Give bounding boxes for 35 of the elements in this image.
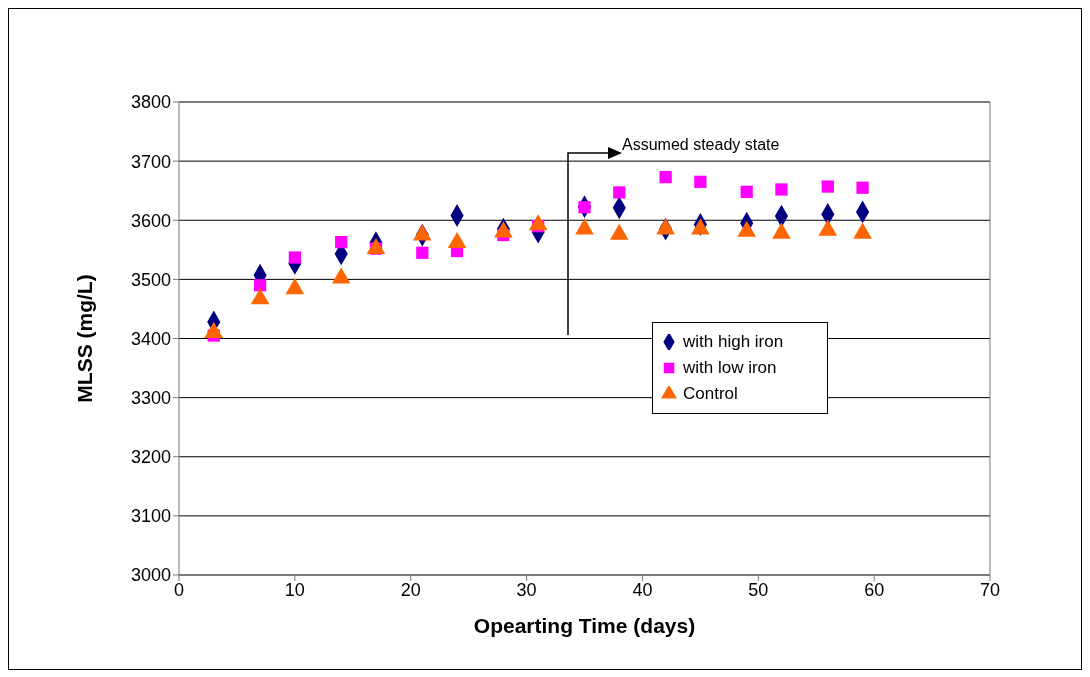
point bbox=[856, 181, 869, 194]
point bbox=[288, 251, 301, 264]
x-tick-label: 60 bbox=[864, 579, 885, 600]
point bbox=[253, 279, 267, 292]
legend-label: Control bbox=[683, 383, 738, 405]
x-tick-label: 40 bbox=[632, 579, 653, 600]
x-tick-label: 50 bbox=[748, 579, 769, 600]
y-axis-title: MLSS (mg/L) bbox=[73, 274, 97, 403]
legend-label: with high iron bbox=[683, 331, 784, 353]
y-tick-label: 3800 bbox=[130, 92, 171, 113]
point bbox=[659, 170, 672, 184]
x-tick-label: 20 bbox=[400, 579, 421, 600]
y-tick-label: 3400 bbox=[130, 328, 171, 349]
point bbox=[775, 183, 788, 196]
y-tick-label: 3000 bbox=[130, 565, 171, 586]
y-tick-label: 3200 bbox=[130, 447, 171, 468]
x-tick-label: 0 bbox=[173, 579, 185, 600]
x-tick-label: 10 bbox=[284, 579, 305, 600]
point bbox=[613, 186, 626, 199]
point bbox=[694, 175, 707, 188]
legend-label: with low iron bbox=[683, 357, 777, 379]
point bbox=[416, 246, 429, 259]
point bbox=[821, 180, 834, 193]
point bbox=[740, 185, 753, 198]
y-tick-label: 3500 bbox=[130, 269, 171, 290]
x-tick-label: 30 bbox=[516, 579, 537, 600]
annotation: Assumed steady state bbox=[622, 136, 780, 154]
y-tick-label: 3100 bbox=[130, 506, 171, 527]
x-tick-label: 70 bbox=[979, 579, 1001, 600]
y-tick-label: 3600 bbox=[130, 210, 171, 231]
y-tick-label: 3300 bbox=[130, 388, 171, 409]
x-axis-title: Opearting Time (days) bbox=[473, 614, 696, 637]
point bbox=[335, 236, 348, 249]
y-tick-label: 3700 bbox=[130, 151, 171, 172]
point bbox=[578, 201, 591, 214]
